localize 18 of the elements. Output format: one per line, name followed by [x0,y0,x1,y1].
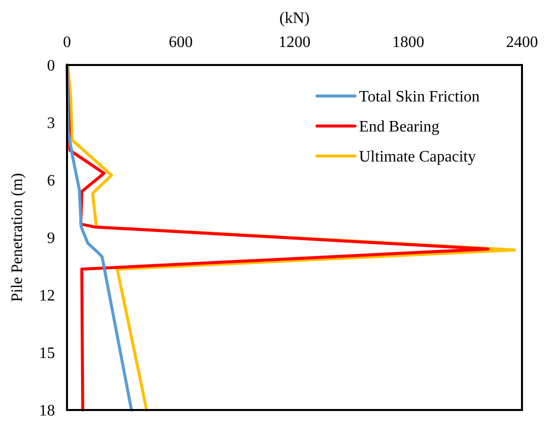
y-tick-label: 6 [47,172,55,190]
x-tick-label: 600 [168,34,193,51]
x-tick-label: 1800 [392,34,424,51]
line-series [66,64,133,412]
x-axis-title: (kN) [279,10,310,27]
y-tick-label: 3 [47,115,55,132]
y-tick-label: 15 [39,345,55,362]
y-axis-title: Pile Penetration (m) [9,173,26,302]
legend-label: End Bearing [359,118,440,136]
y-tick-label: 9 [47,230,55,248]
x-tick-label: 2400 [506,34,538,51]
y-tick-label: 18 [39,402,55,420]
x-tick-label: 1200 [278,34,310,51]
x-tick-label: 0 [63,34,71,51]
legend-label: Ultimate Capacity [359,148,476,166]
y-tick-label: 0 [47,58,55,75]
y-tick-label: 12 [39,288,55,305]
legend-label: Total Skin Friction [359,88,480,106]
